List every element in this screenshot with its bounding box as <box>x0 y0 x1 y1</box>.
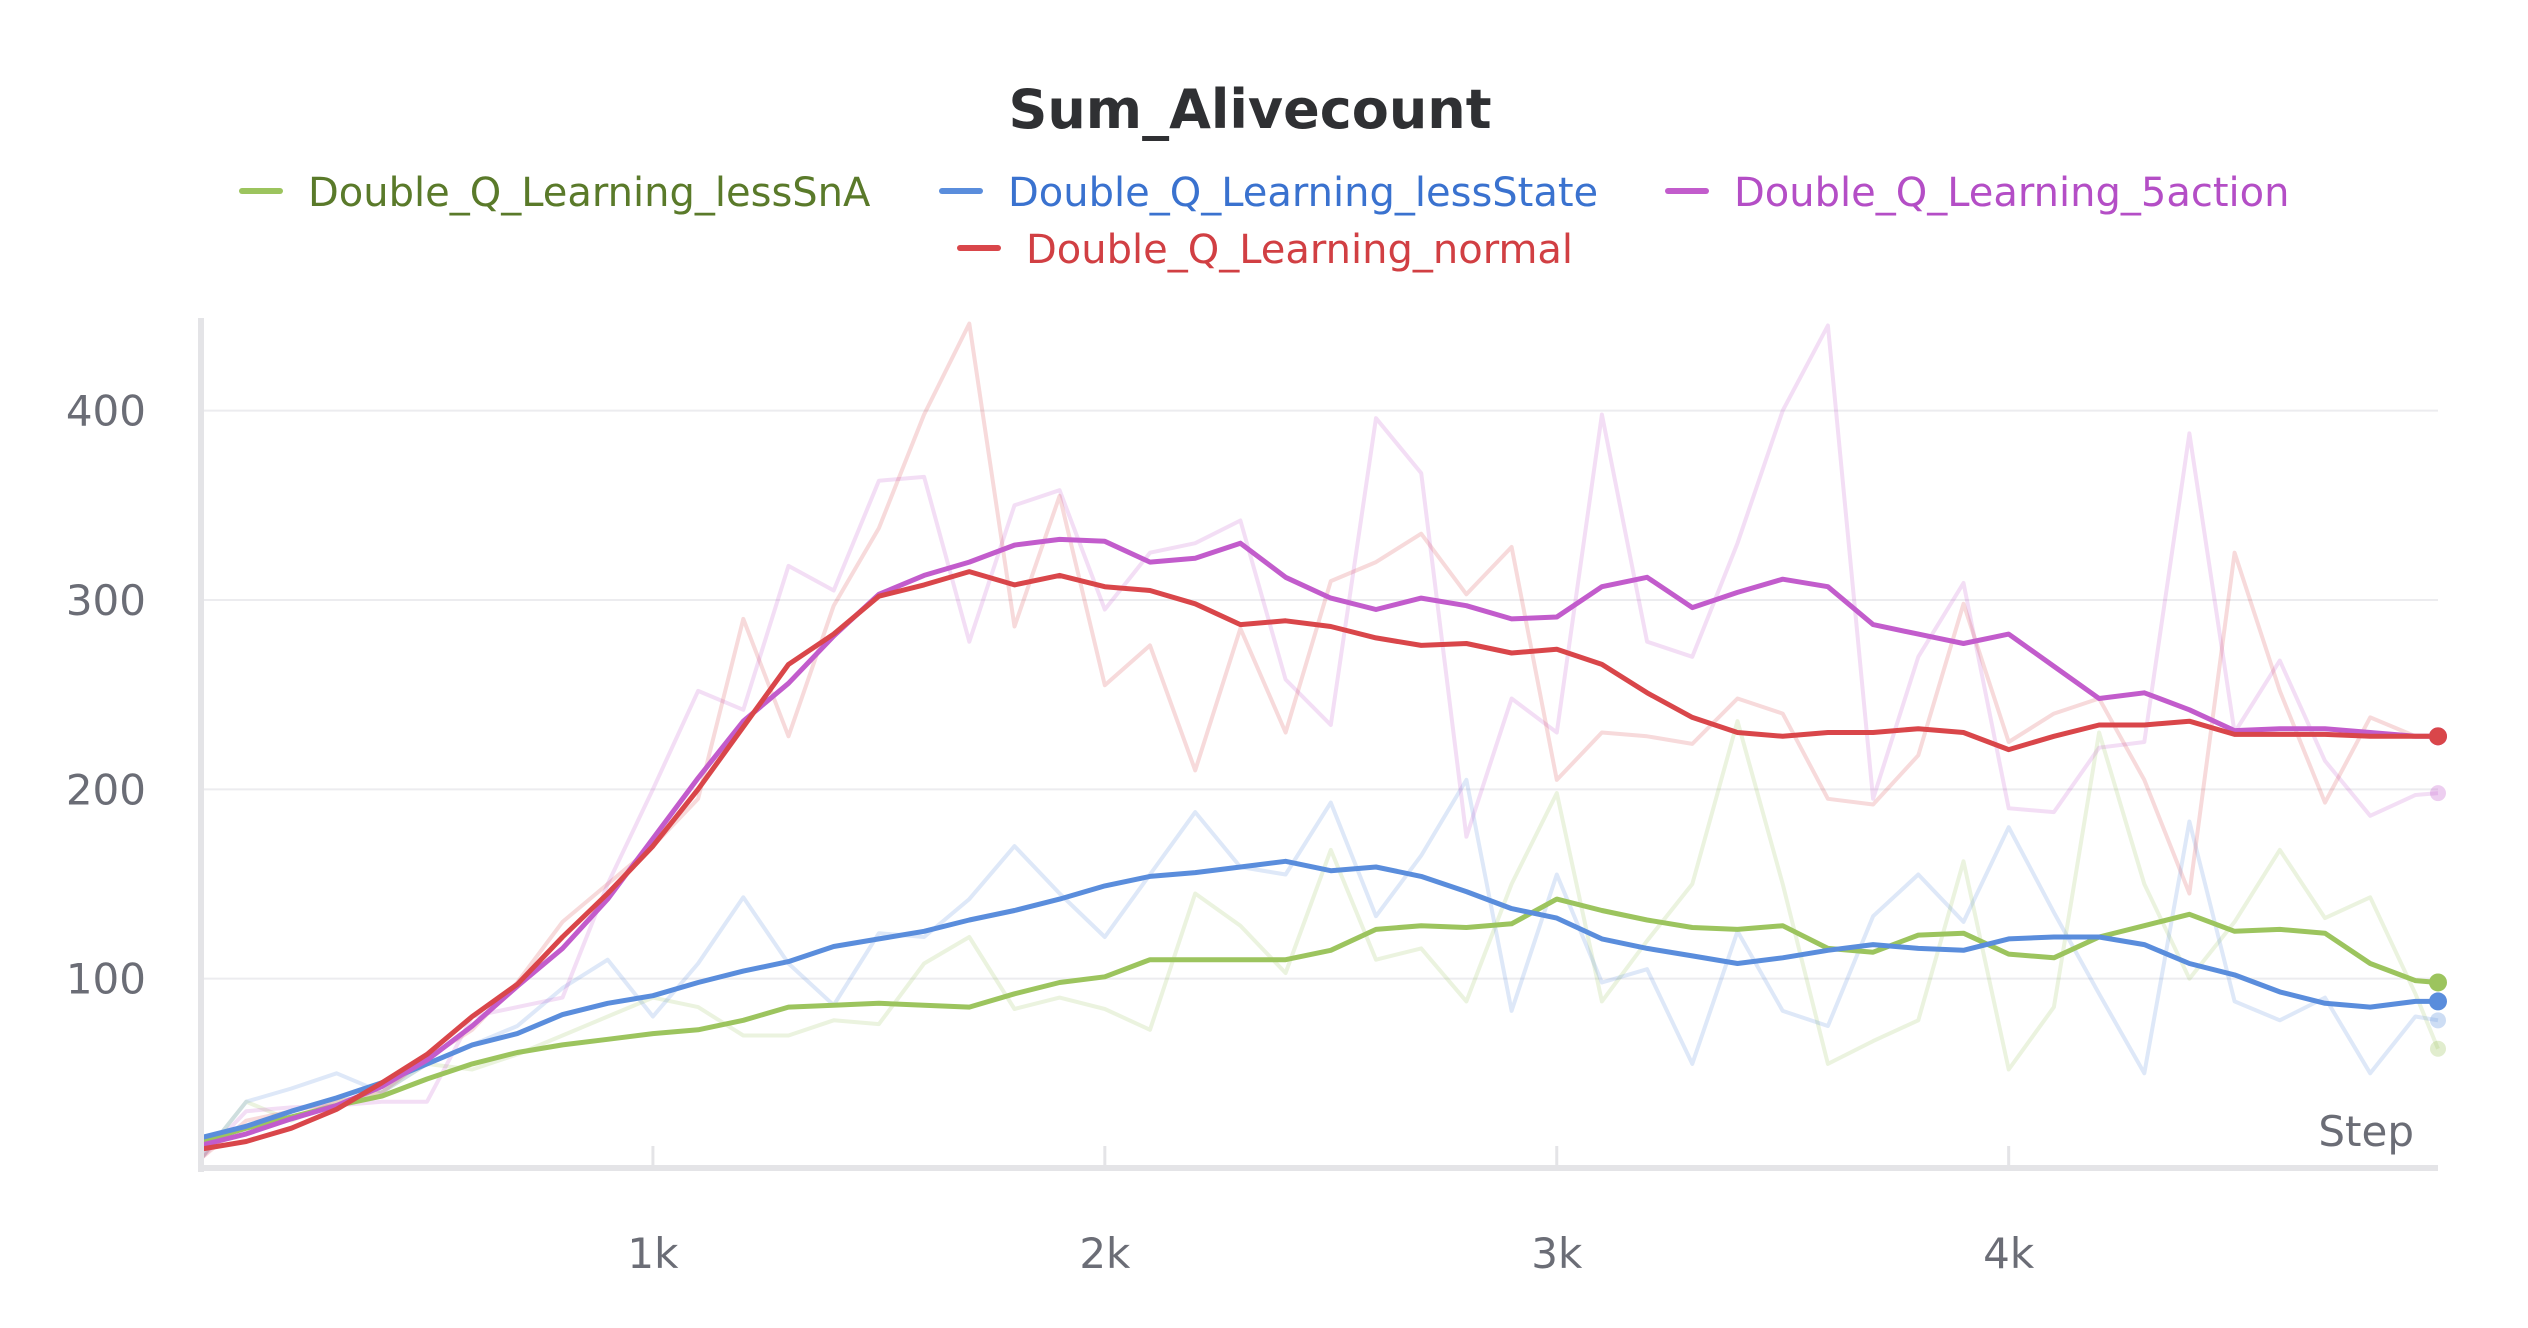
y-tick-label: 200 <box>66 765 146 814</box>
legend-item-5action[interactable]: Double_Q_Learning_5action <box>1665 170 2289 216</box>
x-tick-label: 1k <box>627 1229 679 1278</box>
raw-line-5action <box>199 323 2439 1160</box>
end-marker-lessState <box>2429 992 2447 1011</box>
smoothed-line-lessSnA[interactable] <box>198 896 2441 1144</box>
smoothed-line-lessState[interactable] <box>198 858 2441 1141</box>
legend-label-lessState: Double_Q_Learning_lessState <box>1008 170 1598 216</box>
legend-label-lessSnA: Double_Q_Learning_lessSnA <box>308 170 871 216</box>
raw-end-marker-lessState <box>2430 1012 2446 1029</box>
x-axis-label: Step <box>2318 1107 2414 1156</box>
raw-line-normal <box>199 321 2438 1161</box>
x-tick-label: 3k <box>1531 1229 1583 1278</box>
legend-item-lessState[interactable]: Double_Q_Learning_lessState <box>939 170 1598 216</box>
y-tick-label: 300 <box>66 576 146 625</box>
raw-line-lessState <box>199 777 2439 1160</box>
raw-series-lines <box>199 321 2440 1161</box>
legend-item-lessSnA[interactable]: Double_Q_Learning_lessSnA <box>239 170 871 216</box>
y-tick-label: 400 <box>66 387 146 436</box>
legend-label-normal: Double_Q_Learning_normal <box>1026 227 1573 273</box>
grid <box>201 409 2438 980</box>
y-axis-ticks: 100 200 300 400 <box>66 387 146 1004</box>
smoothed-line-5action[interactable] <box>198 536 2441 1148</box>
end-marker-normal <box>2429 727 2447 746</box>
raw-line-lessSnA <box>199 719 2440 1160</box>
chart-title: Sum_Alivecount <box>1008 78 1491 141</box>
legend-label-5action: Double_Q_Learning_5action <box>1734 170 2289 216</box>
legend-item-normal[interactable]: Double_Q_Learning_normal <box>957 227 1573 273</box>
smoothed-series-lines <box>198 536 2441 1152</box>
raw-end-marker-lessSnA <box>2430 1040 2446 1057</box>
legend: Double_Q_Learning_lessSnA Double_Q_Learn… <box>239 170 2289 273</box>
end-marker-lessSnA <box>2429 973 2447 992</box>
y-tick-label: 100 <box>66 955 146 1004</box>
series-end-markers <box>2429 727 2447 1057</box>
x-axis-ticks: 1k 2k 3k 4k <box>627 1146 2035 1278</box>
smoothed-line-normal[interactable] <box>198 569 2441 1152</box>
raw-end-marker-5action <box>2430 785 2446 802</box>
x-tick-label: 2k <box>1079 1229 1131 1278</box>
x-tick-label: 4k <box>1983 1229 2035 1278</box>
